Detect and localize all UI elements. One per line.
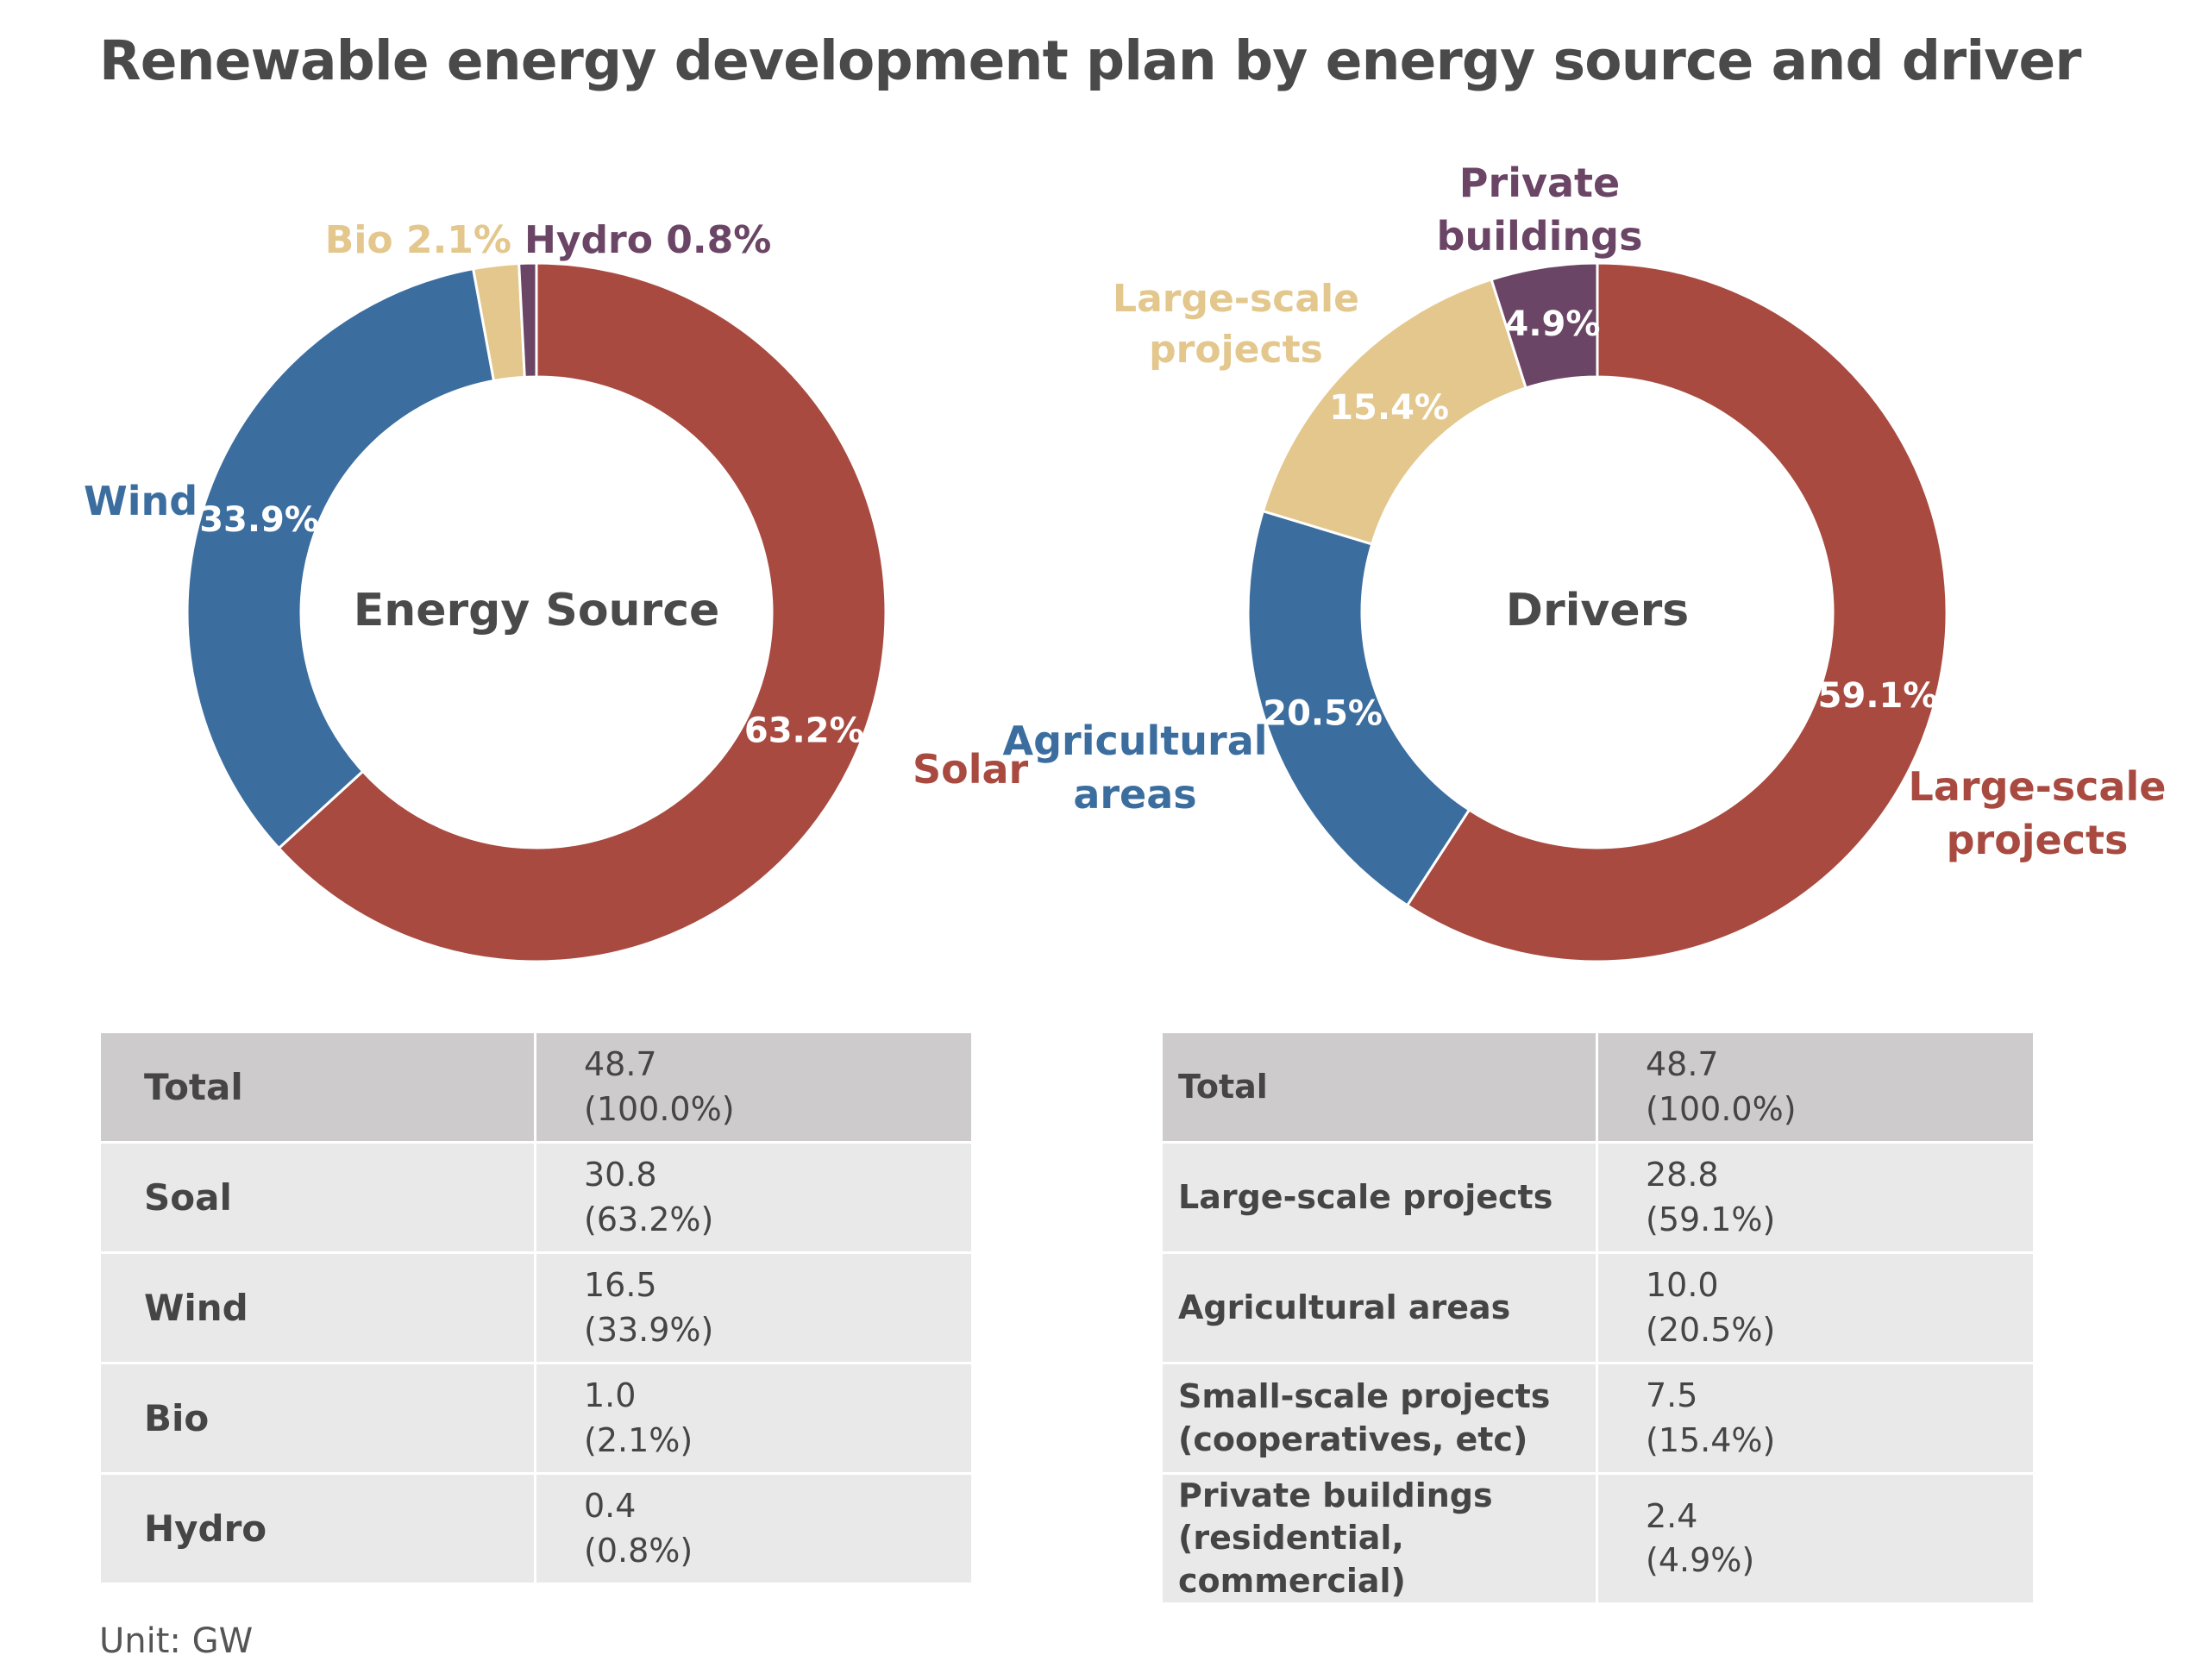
row-label: Total: [1160, 1031, 1598, 1144]
row-value: 2.4 (4.9%): [1596, 1471, 2036, 1606]
slice-private-buildings: [1490, 261, 1599, 390]
row-label: Hydro: [98, 1472, 536, 1585]
large-scale-red-label-line1: Large-scale: [1909, 763, 2167, 810]
slice-percent-label: 4.9%: [1505, 304, 1601, 344]
slice-agricultural-areas: [1246, 509, 1471, 907]
table-row: Large-scale projects 28.8 (59.1%): [1160, 1141, 2036, 1254]
slice-hydro: [518, 261, 538, 379]
table-row: Total 48.7 (100.0%): [98, 1031, 974, 1144]
bio-outer-label: Bio 2.1%: [325, 218, 511, 262]
row-label: Wind: [98, 1251, 536, 1364]
energy-source-percent-labels: 63.2% 33.9%: [199, 500, 863, 750]
slice-percent-label: 33.9%: [199, 500, 319, 540]
table-row: Hydro 0.4 (0.8%): [98, 1472, 974, 1585]
row-label: Bio: [98, 1362, 536, 1475]
slice-percent-label: 15.4%: [1329, 388, 1449, 428]
drivers-center-label: Drivers: [1506, 585, 1689, 636]
drivers-table: Total 48.7 (100.0%) Large-scale projects…: [1160, 1031, 2036, 1606]
drivers-donut-chart: 59.1%20.5%15.4%4.9% Drivers Large-scale …: [1003, 160, 2167, 963]
large-scale-sand-label-line2: projects: [1149, 328, 1323, 372]
unit-note: Unit: GW: [99, 1621, 254, 1661]
energy-source-center-label: Energy Source: [354, 585, 720, 636]
row-value: 16.5 (33.9%): [534, 1251, 974, 1364]
slice-large-scale-projects: [1405, 261, 1948, 963]
large-scale-red-label-line2: projects: [1947, 817, 2129, 863]
row-value: 28.8 (59.1%): [1596, 1141, 2036, 1254]
slice-percent-label: 59.1%: [1818, 676, 1938, 716]
row-value: 30.8 (63.2%): [534, 1141, 974, 1254]
drivers-slices: [1246, 261, 1948, 963]
solar-outer-label: Solar: [913, 746, 1029, 793]
table-row: Private buildings (residential, commerci…: [1160, 1471, 2036, 1606]
agricultural-label-line1: Agricultural: [1003, 718, 1268, 764]
row-value: 48.7 (100.0%): [1596, 1031, 2036, 1144]
private-label-line2: buildings: [1437, 213, 1643, 260]
energy-source-donut-chart: 63.2% 33.9% Energy Source Solar Wind Bio …: [84, 218, 1029, 963]
drivers-percent-labels: 59.1% 20.5% 15.4% 4.9%: [1263, 304, 1937, 733]
row-label: Small-scale projects (cooperatives, etc): [1160, 1362, 1598, 1475]
row-label: Agricultural areas: [1160, 1251, 1598, 1364]
wind-outer-label: Wind: [84, 478, 198, 524]
slice-solar: [277, 261, 888, 963]
row-label: Private buildings (residential, commerci…: [1160, 1471, 1598, 1606]
table-row: Agricultural areas 10.0 (20.5%): [1160, 1251, 2036, 1364]
row-value: 7.5 (15.4%): [1596, 1362, 2036, 1475]
row-value: 0.4 (0.8%): [534, 1472, 974, 1585]
slice-percent-label: 20.5%: [1263, 693, 1383, 733]
table-row: Bio 1.0 (2.1%): [98, 1362, 974, 1475]
table-row: Soal 30.8 (63.2%): [98, 1141, 974, 1254]
row-value: 1.0 (2.1%): [534, 1362, 974, 1475]
row-value: 48.7 (100.0%): [534, 1031, 974, 1144]
row-label: Soal: [98, 1141, 536, 1254]
row-value: 10.0 (20.5%): [1596, 1251, 2036, 1364]
row-label: Total: [98, 1031, 536, 1144]
row-label: Large-scale projects: [1160, 1141, 1598, 1254]
slice-wind: [185, 266, 496, 850]
energy-source-table: Total 48.7 (100.0%) Soal 30.8 (63.2%) Wi…: [98, 1031, 974, 1585]
table-row: Small-scale projects (cooperatives, etc)…: [1160, 1362, 2036, 1475]
private-label-line1: Private: [1459, 160, 1620, 206]
table-row: Wind 16.5 (33.9%): [98, 1251, 974, 1364]
agricultural-label-line2: areas: [1073, 771, 1196, 818]
slice-percent-label: 63.2%: [744, 711, 864, 751]
energy-source-slices: [185, 261, 888, 963]
hydro-outer-label: Hydro 0.8%: [524, 218, 771, 262]
chart-title: Renewable energy development plan by ene…: [99, 29, 2082, 92]
table-row: Total 48.7 (100.0%): [1160, 1031, 2036, 1144]
large-scale-sand-label-line1: Large-scale: [1113, 277, 1359, 321]
